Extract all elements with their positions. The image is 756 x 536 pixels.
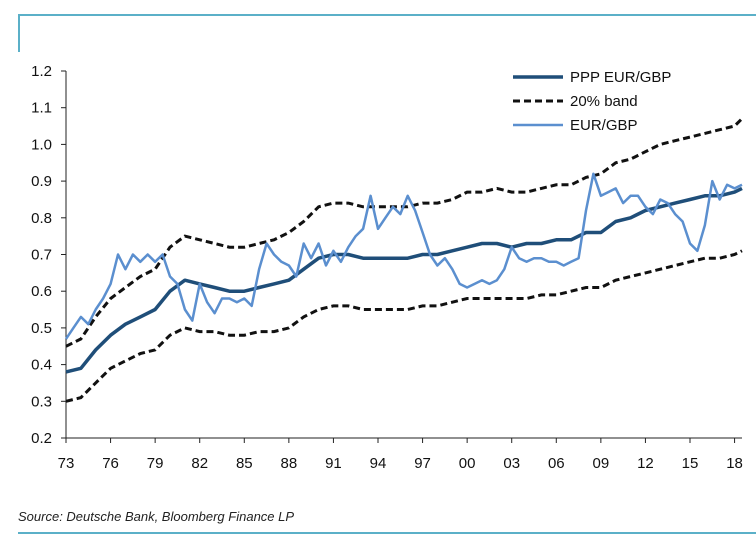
x-tick-label: 91: [325, 455, 342, 472]
y-tick-label: 0.8: [31, 210, 52, 227]
chart: 0.2 0.3 0.4 0.5 0.6 0.7 0.8 0.9 1.0 1.1 1.2 73 76 79 8…: [31, 63, 744, 472]
axes: 0.2 0.3 0.4 0.5 0.6 0.7 0.8 0.9 1.0 1.1 1.2 73 76 79 8…: [31, 63, 743, 472]
x-tick-label: 00: [459, 455, 476, 472]
band-upper-line: [65, 117, 744, 348]
y-tick-label: 0.5: [31, 320, 52, 337]
x-tick-label: 97: [414, 455, 431, 472]
legend: PPP EUR/GBP 20% band EUR/GBP: [513, 69, 671, 134]
x-tick-label: 15: [682, 455, 699, 472]
y-tick-label: 1.0: [31, 136, 52, 153]
band-series: [65, 117, 744, 403]
header-frame: [18, 14, 756, 52]
y-tick-label: 1.2: [31, 63, 52, 80]
band-lower-line: [65, 249, 743, 403]
x-tick-label: 06: [548, 455, 565, 472]
x-tick-label: 12: [637, 455, 654, 472]
x-tick-label: 76: [102, 455, 119, 472]
x-tick-label: 82: [191, 455, 208, 472]
x-tick-label: 03: [503, 455, 520, 472]
line-series: [64, 172, 743, 374]
ppp-eur-gbp-line: [65, 186, 743, 374]
x-tick-label: 73: [58, 455, 75, 472]
x-tick-label: 09: [593, 455, 610, 472]
x-tick-label: 94: [370, 455, 387, 472]
eur-gbp-line: [64, 172, 743, 340]
x-tick-label: 85: [236, 455, 253, 472]
x-tick-label: 18: [726, 455, 743, 472]
y-tick-label: 1.1: [31, 100, 52, 117]
y-tick-label: 0.2: [31, 430, 52, 447]
footer-rule: [18, 532, 756, 534]
x-tick-label: 79: [147, 455, 164, 472]
y-tick-label: 0.6: [31, 283, 52, 300]
legend-label: EUR/GBP: [570, 117, 638, 134]
y-tick-label: 0.7: [31, 247, 52, 264]
source-note: Source: Deutsche Bank, Bloomberg Finance…: [18, 509, 295, 524]
y-tick-label: 0.4: [31, 357, 52, 374]
legend-label: 20% band: [570, 93, 638, 110]
y-tick-label: 0.3: [31, 393, 52, 410]
legend-label: PPP EUR/GBP: [570, 69, 671, 86]
x-tick-label: 88: [281, 455, 298, 472]
y-tick-label: 0.9: [31, 173, 52, 190]
